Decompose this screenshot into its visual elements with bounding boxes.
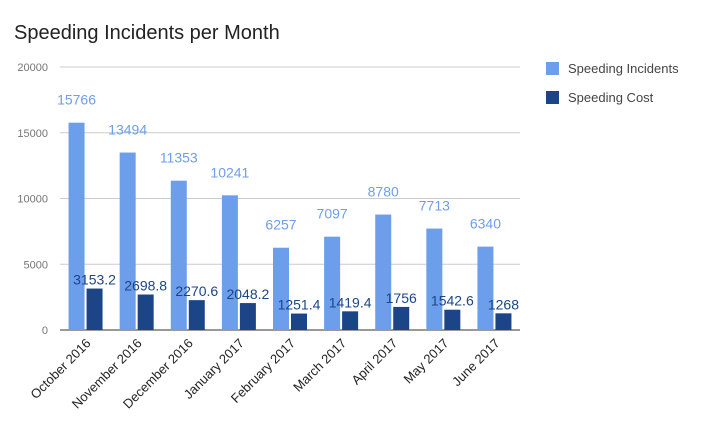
data-label: 1268 (488, 296, 519, 312)
y-tick-label: 0 (42, 325, 48, 337)
bar-incidents (324, 236, 341, 330)
data-label: 1542.6 (431, 293, 474, 309)
y-tick-label: 20000 (17, 62, 48, 74)
gridlines (60, 66, 520, 331)
y-axis: 0 5000 10000 15000 20000 (17, 62, 48, 337)
bar-cost (86, 288, 103, 330)
bar-cost (495, 313, 512, 330)
bars (68, 122, 512, 331)
y-tick-label: 5000 (24, 259, 48, 271)
bar-cost (393, 306, 410, 330)
data-label: 6340 (470, 216, 501, 232)
data-labels: 15766 3153.2 13494 2698.8 11353 2270.6 10241 20… (57, 92, 519, 313)
bar-cost (239, 303, 256, 330)
data-label: 2048.2 (226, 286, 269, 302)
bar-cost (291, 313, 307, 330)
bar-incidents (221, 195, 238, 330)
bar-incidents (273, 247, 289, 330)
data-label: 8780 (368, 184, 399, 200)
data-label: 10241 (210, 164, 249, 180)
data-label: 1251.4 (278, 297, 321, 313)
bar-cost (188, 300, 205, 330)
data-label: 7713 (419, 198, 450, 214)
x-tick-label: March 2017 (290, 336, 349, 395)
bar-cost (342, 311, 359, 330)
legend-label: Speeding Cost (568, 90, 654, 105)
bar-incidents (426, 228, 443, 330)
data-label: 1756 (386, 290, 417, 306)
data-label: 6257 (265, 217, 296, 233)
data-label: 3153.2 (73, 272, 116, 288)
legend-swatch (546, 62, 559, 75)
chart-title: Speeding Incidents per Month (14, 22, 280, 44)
data-label: 7097 (317, 206, 348, 222)
x-tick-label: May 2017 (400, 336, 451, 387)
legend: Speeding Incidents Speeding Cost (546, 61, 679, 105)
x-tick-label: April 2017 (348, 336, 400, 388)
data-label: 15766 (57, 92, 96, 108)
y-tick-label: 10000 (17, 194, 48, 206)
bar-incidents (477, 246, 494, 330)
y-tick-label: 15000 (17, 128, 48, 140)
data-label: 11353 (160, 150, 198, 166)
legend-label: Speeding Incidents (568, 61, 679, 76)
bar-incidents (119, 152, 136, 330)
legend-swatch (546, 91, 559, 104)
bar-incidents (68, 122, 85, 331)
data-label: 2270.6 (175, 283, 218, 299)
bar-cost (137, 294, 154, 330)
bar-cost (444, 309, 461, 330)
data-label: 13494 (108, 122, 147, 138)
data-label: 1419.4 (329, 294, 372, 310)
bar-incidents (375, 214, 392, 330)
data-label: 2698.8 (124, 278, 167, 294)
x-tick-label: June 2017 (449, 336, 503, 390)
bar-incidents (170, 180, 187, 330)
